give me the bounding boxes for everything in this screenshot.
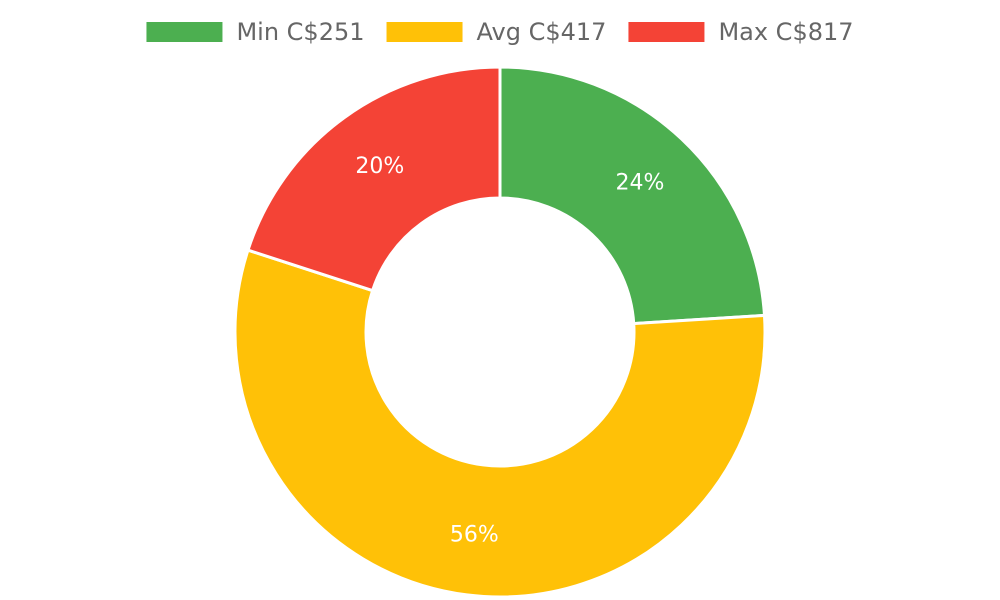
slice-labels: 24% 56% 20% (355, 154, 664, 547)
legend-swatch (386, 22, 463, 42)
legend-swatch (628, 22, 705, 42)
legend-label: Min C$251 (236, 18, 364, 46)
legend-label: Avg C$417 (477, 18, 607, 46)
legend-item-avg[interactable]: Avg C$417 (386, 18, 607, 46)
slice-label-min: 24% (616, 170, 665, 195)
slice-label-avg: 56% (450, 522, 499, 547)
legend-item-min[interactable]: Min C$251 (146, 18, 365, 46)
chart-slices (233, 65, 767, 599)
legend-item-max[interactable]: Max C$817 (628, 18, 854, 46)
legend-label: Max C$817 (718, 18, 853, 46)
slice-label-max: 20% (355, 154, 404, 179)
slice-avg (233, 248, 767, 599)
chart-legend: Min C$251 Avg C$417 Max C$817 (146, 18, 854, 46)
legend-swatch (146, 22, 223, 42)
slice-max (246, 65, 502, 293)
slice-min (498, 65, 767, 326)
